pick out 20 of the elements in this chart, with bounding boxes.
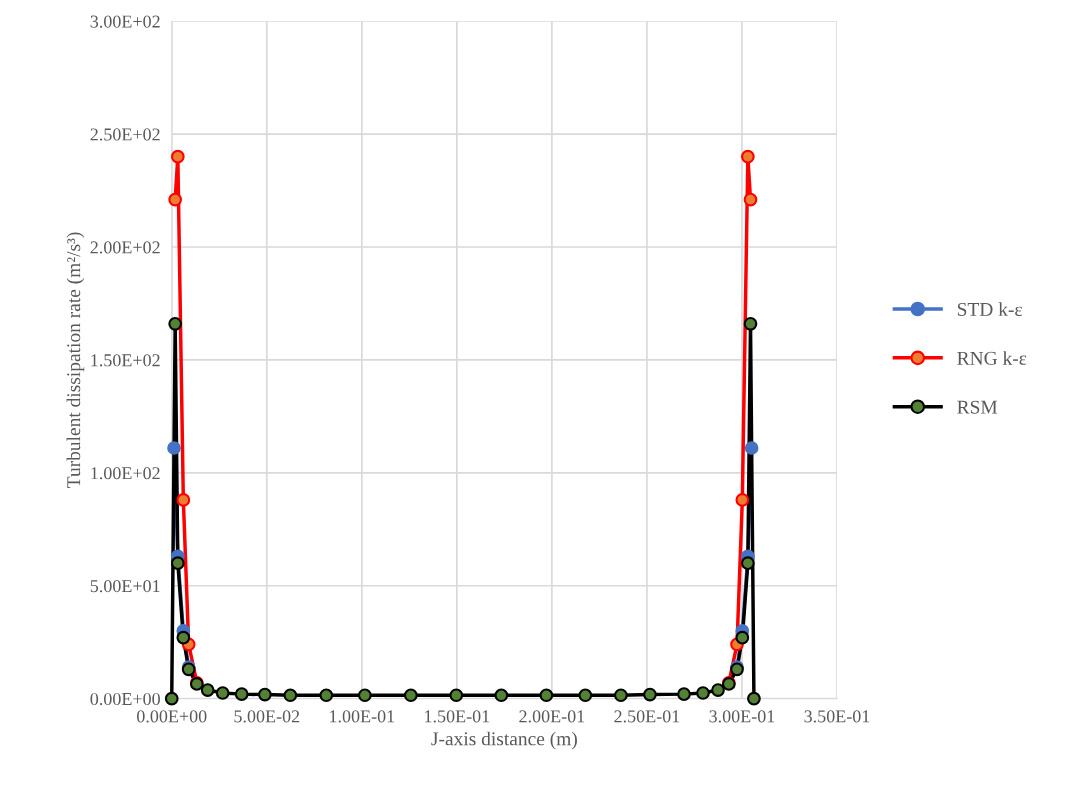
x-tick-label: 1.50E-01 <box>425 710 490 723</box>
x-tick-label: 3.00E-01 <box>709 710 775 723</box>
y-tick-label: 0.00E+00 <box>90 692 160 706</box>
x-tick-label: 2.50E-01 <box>614 710 680 723</box>
x-tick-label: 1.00E-01 <box>330 710 395 723</box>
y-tick-label: 2.00E+02 <box>90 241 160 254</box>
y-tick-label: 2.50E+02 <box>90 128 160 141</box>
x-axis-title: J-axis distance (m) <box>431 731 577 750</box>
y-tick-label: 5.00E+01 <box>90 580 160 593</box>
legend-label: RSM <box>957 400 998 414</box>
y-tick-label: 1.50E+02 <box>91 354 160 367</box>
x-tick-label: 2.00E-01 <box>519 710 585 723</box>
y-axis-title: Turbulent dissipation rate (m²/s³) <box>66 232 85 488</box>
x-tick-label: 3.50E-01 <box>804 710 870 723</box>
legend-label: RNG k-ε <box>957 351 1027 365</box>
y-tick-label: 1.00E+02 <box>91 467 160 480</box>
x-tick-label: 0.00E+00 <box>137 710 207 723</box>
y-tick-label: 3.00E+02 <box>90 15 160 28</box>
x-tick-label: 5.00E-02 <box>234 710 300 723</box>
legend-label: STD k-ε <box>957 302 1023 316</box>
